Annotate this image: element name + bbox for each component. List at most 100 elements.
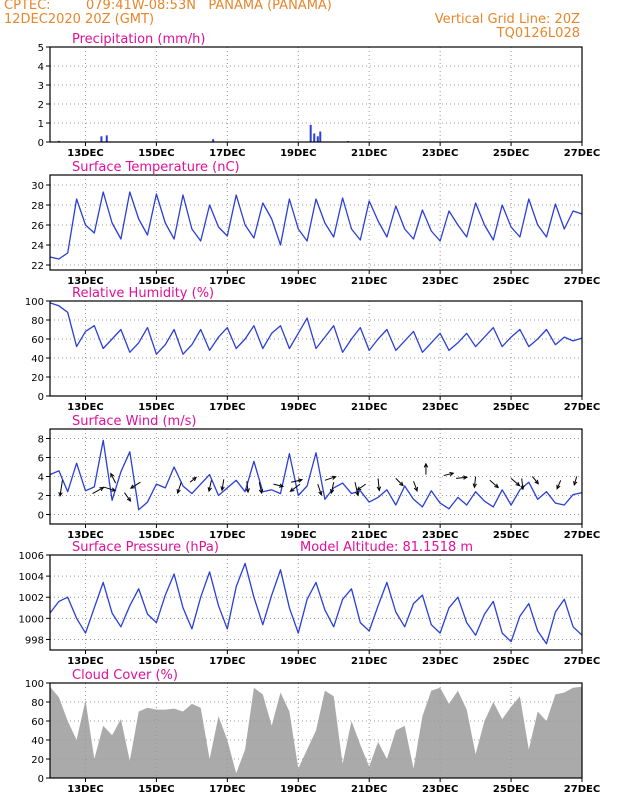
wind-arrow xyxy=(377,478,380,491)
x-tick-label: 21DEC xyxy=(351,148,387,159)
wind-arrow xyxy=(291,479,303,483)
y-tick-label: 80 xyxy=(31,698,44,709)
precip-bar xyxy=(313,133,316,142)
wind-arrow-head xyxy=(462,475,469,480)
x-tick-label: 21DEC xyxy=(351,656,387,667)
x-tick-label: 13DEC xyxy=(67,276,103,287)
wind-arrow xyxy=(510,478,520,486)
y-tick-label: 22 xyxy=(31,261,44,272)
x-tick-label: 21DEC xyxy=(351,402,387,413)
y-tick-label: 20 xyxy=(31,373,44,384)
wind-arrow xyxy=(177,482,182,494)
y-tick-label: 60 xyxy=(31,717,44,728)
y-tick-label: 100 xyxy=(25,679,44,690)
panel-rh: 0 20 40 60 80 100 13DEC 15DEC 17DEC 19DEC 21DEC 23D… xyxy=(25,286,600,413)
x-tick-label: 27DEC xyxy=(564,530,600,541)
x-tick-label: 23DEC xyxy=(422,402,458,413)
wind-arrow-head xyxy=(192,476,197,482)
panel-pressure: 998 1000 1002 1004 1006 13DEC 15DEC 17DEC 19DEC 2… xyxy=(19,540,601,667)
y-tick-label: 1 xyxy=(38,119,44,130)
x-tick-label: 25DEC xyxy=(493,784,529,795)
x-tick-label: 17DEC xyxy=(209,530,245,541)
x-tick-label: 13DEC xyxy=(67,402,103,413)
x-tick-label: 25DEC xyxy=(493,276,529,287)
temp-line xyxy=(49,191,583,260)
y-tick-label: 1006 xyxy=(19,551,44,562)
y-tick-label: 3 xyxy=(38,81,44,92)
wind-arrow xyxy=(531,476,539,485)
y-tick-label: 0 xyxy=(38,511,44,522)
pressure-title: Surface Pressure (hPa) xyxy=(72,540,219,555)
header-location: 079:41W-08:53N PANAMA (PANAMA) xyxy=(86,0,332,13)
x-tick-label: 17DEC xyxy=(209,276,245,287)
wind-arrow-head xyxy=(376,486,382,492)
wind-arrow xyxy=(92,487,104,495)
wind-arrow-head xyxy=(534,479,540,485)
wind-arrow xyxy=(330,482,335,494)
wind-arrow-head xyxy=(520,485,525,491)
y-tick-label: 28 xyxy=(31,201,44,212)
y-tick-label: 1002 xyxy=(19,593,44,604)
x-tick-label: 17DEC xyxy=(209,784,245,795)
y-tick-label: 0 xyxy=(38,774,44,785)
wind-arrow-head xyxy=(413,486,418,492)
panel-frame xyxy=(49,174,583,271)
wind-arrow-head xyxy=(355,491,360,497)
cloud-area xyxy=(50,686,582,778)
pressure-annotation: Model Altitude: 81.1518 m xyxy=(300,540,473,555)
x-tick-label: 15DEC xyxy=(138,656,174,667)
x-tick-label: 23DEC xyxy=(422,276,458,287)
x-tick-label: 27DEC xyxy=(564,276,600,287)
wind-arrow xyxy=(356,483,366,491)
x-tick-label: 27DEC xyxy=(564,148,600,159)
panel-frame xyxy=(49,300,583,397)
header-grid-note: Vertical Grid Line: 20Z xyxy=(434,12,580,27)
wind-arrow xyxy=(573,476,578,486)
wind-arrow-head xyxy=(318,490,323,496)
wind-arrow xyxy=(208,480,212,492)
panel-temp: 22 24 26 28 30 13DEC 15DEC 17DEC 19DEC 21DEC 23DEC… xyxy=(31,160,600,287)
wind-arrow-head xyxy=(573,480,578,487)
x-tick-label: 17DEC xyxy=(209,402,245,413)
precip-bar xyxy=(316,136,319,142)
x-tick-label: 25DEC xyxy=(493,656,529,667)
wind-arrow xyxy=(221,479,225,491)
wind-title: Surface Wind (m/s) xyxy=(72,414,196,429)
precip-bar xyxy=(212,139,215,142)
y-tick-label: 2 xyxy=(38,492,44,503)
y-tick-label: 1004 xyxy=(19,572,44,583)
panel-precip: 0 1 2 3 4 5 13DEC 15DEC 17DEC 19DEC 21DEC 23DEC 25DE… xyxy=(38,32,601,159)
panel-frame xyxy=(49,554,583,651)
x-tick-label: 23DEC xyxy=(422,656,458,667)
wind-arrow-head xyxy=(99,487,105,492)
header: CPTEC: 079:41W-08:53N PANAMA (PANAMA) 12… xyxy=(0,0,618,46)
wind-arrow xyxy=(489,479,499,488)
precip-bar xyxy=(319,131,322,142)
x-tick-label: 19DEC xyxy=(280,276,316,287)
x-tick-label: 23DEC xyxy=(422,148,458,159)
wind-arrow-head xyxy=(207,487,212,493)
wind-arrow-head xyxy=(423,462,429,468)
y-tick-label: 6 xyxy=(38,454,44,465)
wind-arrow-head xyxy=(356,486,362,491)
y-tick-label: 100 xyxy=(25,297,44,308)
y-tick-label: 2 xyxy=(38,100,44,111)
wind-arrow-head xyxy=(331,475,337,480)
wind-arrow-head xyxy=(110,472,115,478)
wind-arrow xyxy=(273,483,284,487)
rh-title: Relative Humidity (%) xyxy=(72,286,214,301)
header-code: TQ0126L028 xyxy=(496,26,580,41)
x-tick-label: 15DEC xyxy=(138,276,174,287)
y-tick-label: 30 xyxy=(31,181,44,192)
x-tick-label: 15DEC xyxy=(138,530,174,541)
wind-arrow xyxy=(59,480,63,496)
rh-line xyxy=(49,302,583,355)
wind-arrow-head xyxy=(129,484,135,489)
wind-arrow-head xyxy=(111,487,117,492)
header-source: CPTEC: xyxy=(4,0,51,13)
y-tick-label: 40 xyxy=(31,736,44,747)
x-tick-label: 17DEC xyxy=(209,656,245,667)
x-tick-label: 13DEC xyxy=(67,656,103,667)
panel-wind: 0 2 4 6 8 13DEC 15DEC 17DEC 19DEC 21DEC 23DEC 25DEC… xyxy=(38,414,601,541)
wind-arrow xyxy=(246,481,249,493)
